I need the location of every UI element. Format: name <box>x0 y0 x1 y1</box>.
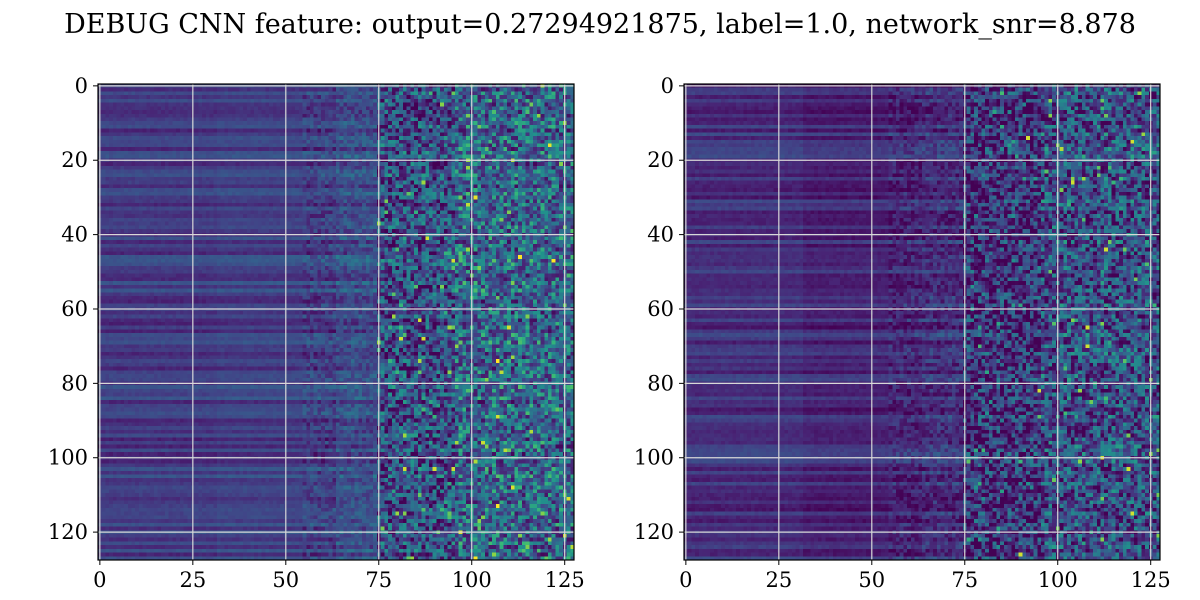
x-tick-label: 25 <box>765 568 792 592</box>
y-tick-label: 20 <box>647 148 674 172</box>
x-tick-label: 75 <box>365 568 392 592</box>
heatmap-panel-1: 0 25 50 75 100 125 0 20 40 60 80 100 120 <box>48 74 585 592</box>
y-tick-label: 20 <box>61 148 88 172</box>
x-tick-label: 100 <box>1038 568 1078 592</box>
heatmap-panel-2: 0 25 50 75 100 125 0 20 40 60 80 100 120 <box>634 74 1171 592</box>
x-tick-label: 50 <box>858 568 885 592</box>
x-tick-label: 125 <box>1131 568 1171 592</box>
x-tick-label: 125 <box>545 568 585 592</box>
x-tick-label: 0 <box>679 568 692 592</box>
y-tick-label: 40 <box>647 223 674 247</box>
axes-frame <box>683 83 1161 561</box>
x-tick-label: 100 <box>452 568 492 592</box>
x-tick-label: 25 <box>179 568 206 592</box>
x-tick-label: 0 <box>93 568 106 592</box>
axes-frame <box>97 83 575 561</box>
y-tick-label: 100 <box>634 446 674 470</box>
y-tick-label: 60 <box>61 297 88 321</box>
heatmap-cells <box>684 84 1160 560</box>
y-tick-label: 40 <box>61 223 88 247</box>
y-tick-label: 120 <box>634 520 674 544</box>
y-tick-label: 80 <box>61 371 88 395</box>
x-tick-label: 50 <box>272 568 299 592</box>
y-tick-label: 0 <box>661 74 674 98</box>
y-tick-label: 120 <box>48 520 88 544</box>
y-tick-label: 100 <box>48 446 88 470</box>
y-tick-label: 0 <box>75 74 88 98</box>
heatmap-cells <box>98 84 574 560</box>
x-tick-label: 75 <box>951 568 978 592</box>
figure-title: DEBUG CNN feature: output=0.27294921875,… <box>64 9 1136 40</box>
y-tick-label: 60 <box>647 297 674 321</box>
y-tick-label: 80 <box>647 371 674 395</box>
